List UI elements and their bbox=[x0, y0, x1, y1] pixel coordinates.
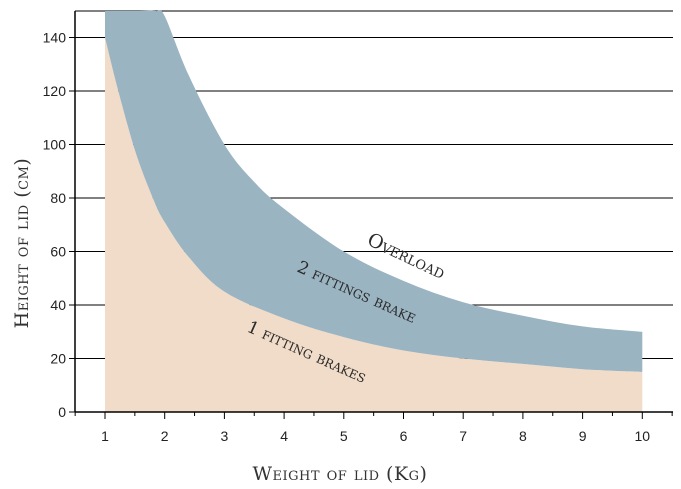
y-tick-label: 80 bbox=[50, 190, 66, 206]
y-tick-label: 120 bbox=[43, 83, 67, 99]
x-tick-label: 5 bbox=[340, 428, 348, 444]
x-tick-label: 10 bbox=[635, 428, 651, 444]
x-axis-title: Weight of lid (Kg) bbox=[253, 463, 428, 485]
area-one-fitting bbox=[105, 37, 643, 412]
area-two-fittings bbox=[105, 9, 643, 372]
x-tick-label: 6 bbox=[400, 428, 408, 444]
x-tick-label: 3 bbox=[221, 428, 229, 444]
y-tick-label: 40 bbox=[50, 297, 66, 313]
y-tick-label: 20 bbox=[50, 351, 66, 367]
x-tick-label: 1 bbox=[101, 428, 109, 444]
y-tick-label: 100 bbox=[43, 137, 67, 153]
y-tick-label: 140 bbox=[43, 30, 67, 46]
x-tick-label: 9 bbox=[579, 428, 587, 444]
areas bbox=[105, 9, 643, 412]
y-tick-label: 0 bbox=[58, 404, 66, 420]
x-tick-label: 7 bbox=[459, 428, 467, 444]
y-tick-label: 60 bbox=[50, 244, 66, 260]
x-tick-label: 2 bbox=[161, 428, 169, 444]
x-tick-label: 4 bbox=[280, 428, 288, 444]
x-tick-label: 8 bbox=[519, 428, 527, 444]
y-axis-title: Height of lid (cm) bbox=[11, 158, 33, 329]
